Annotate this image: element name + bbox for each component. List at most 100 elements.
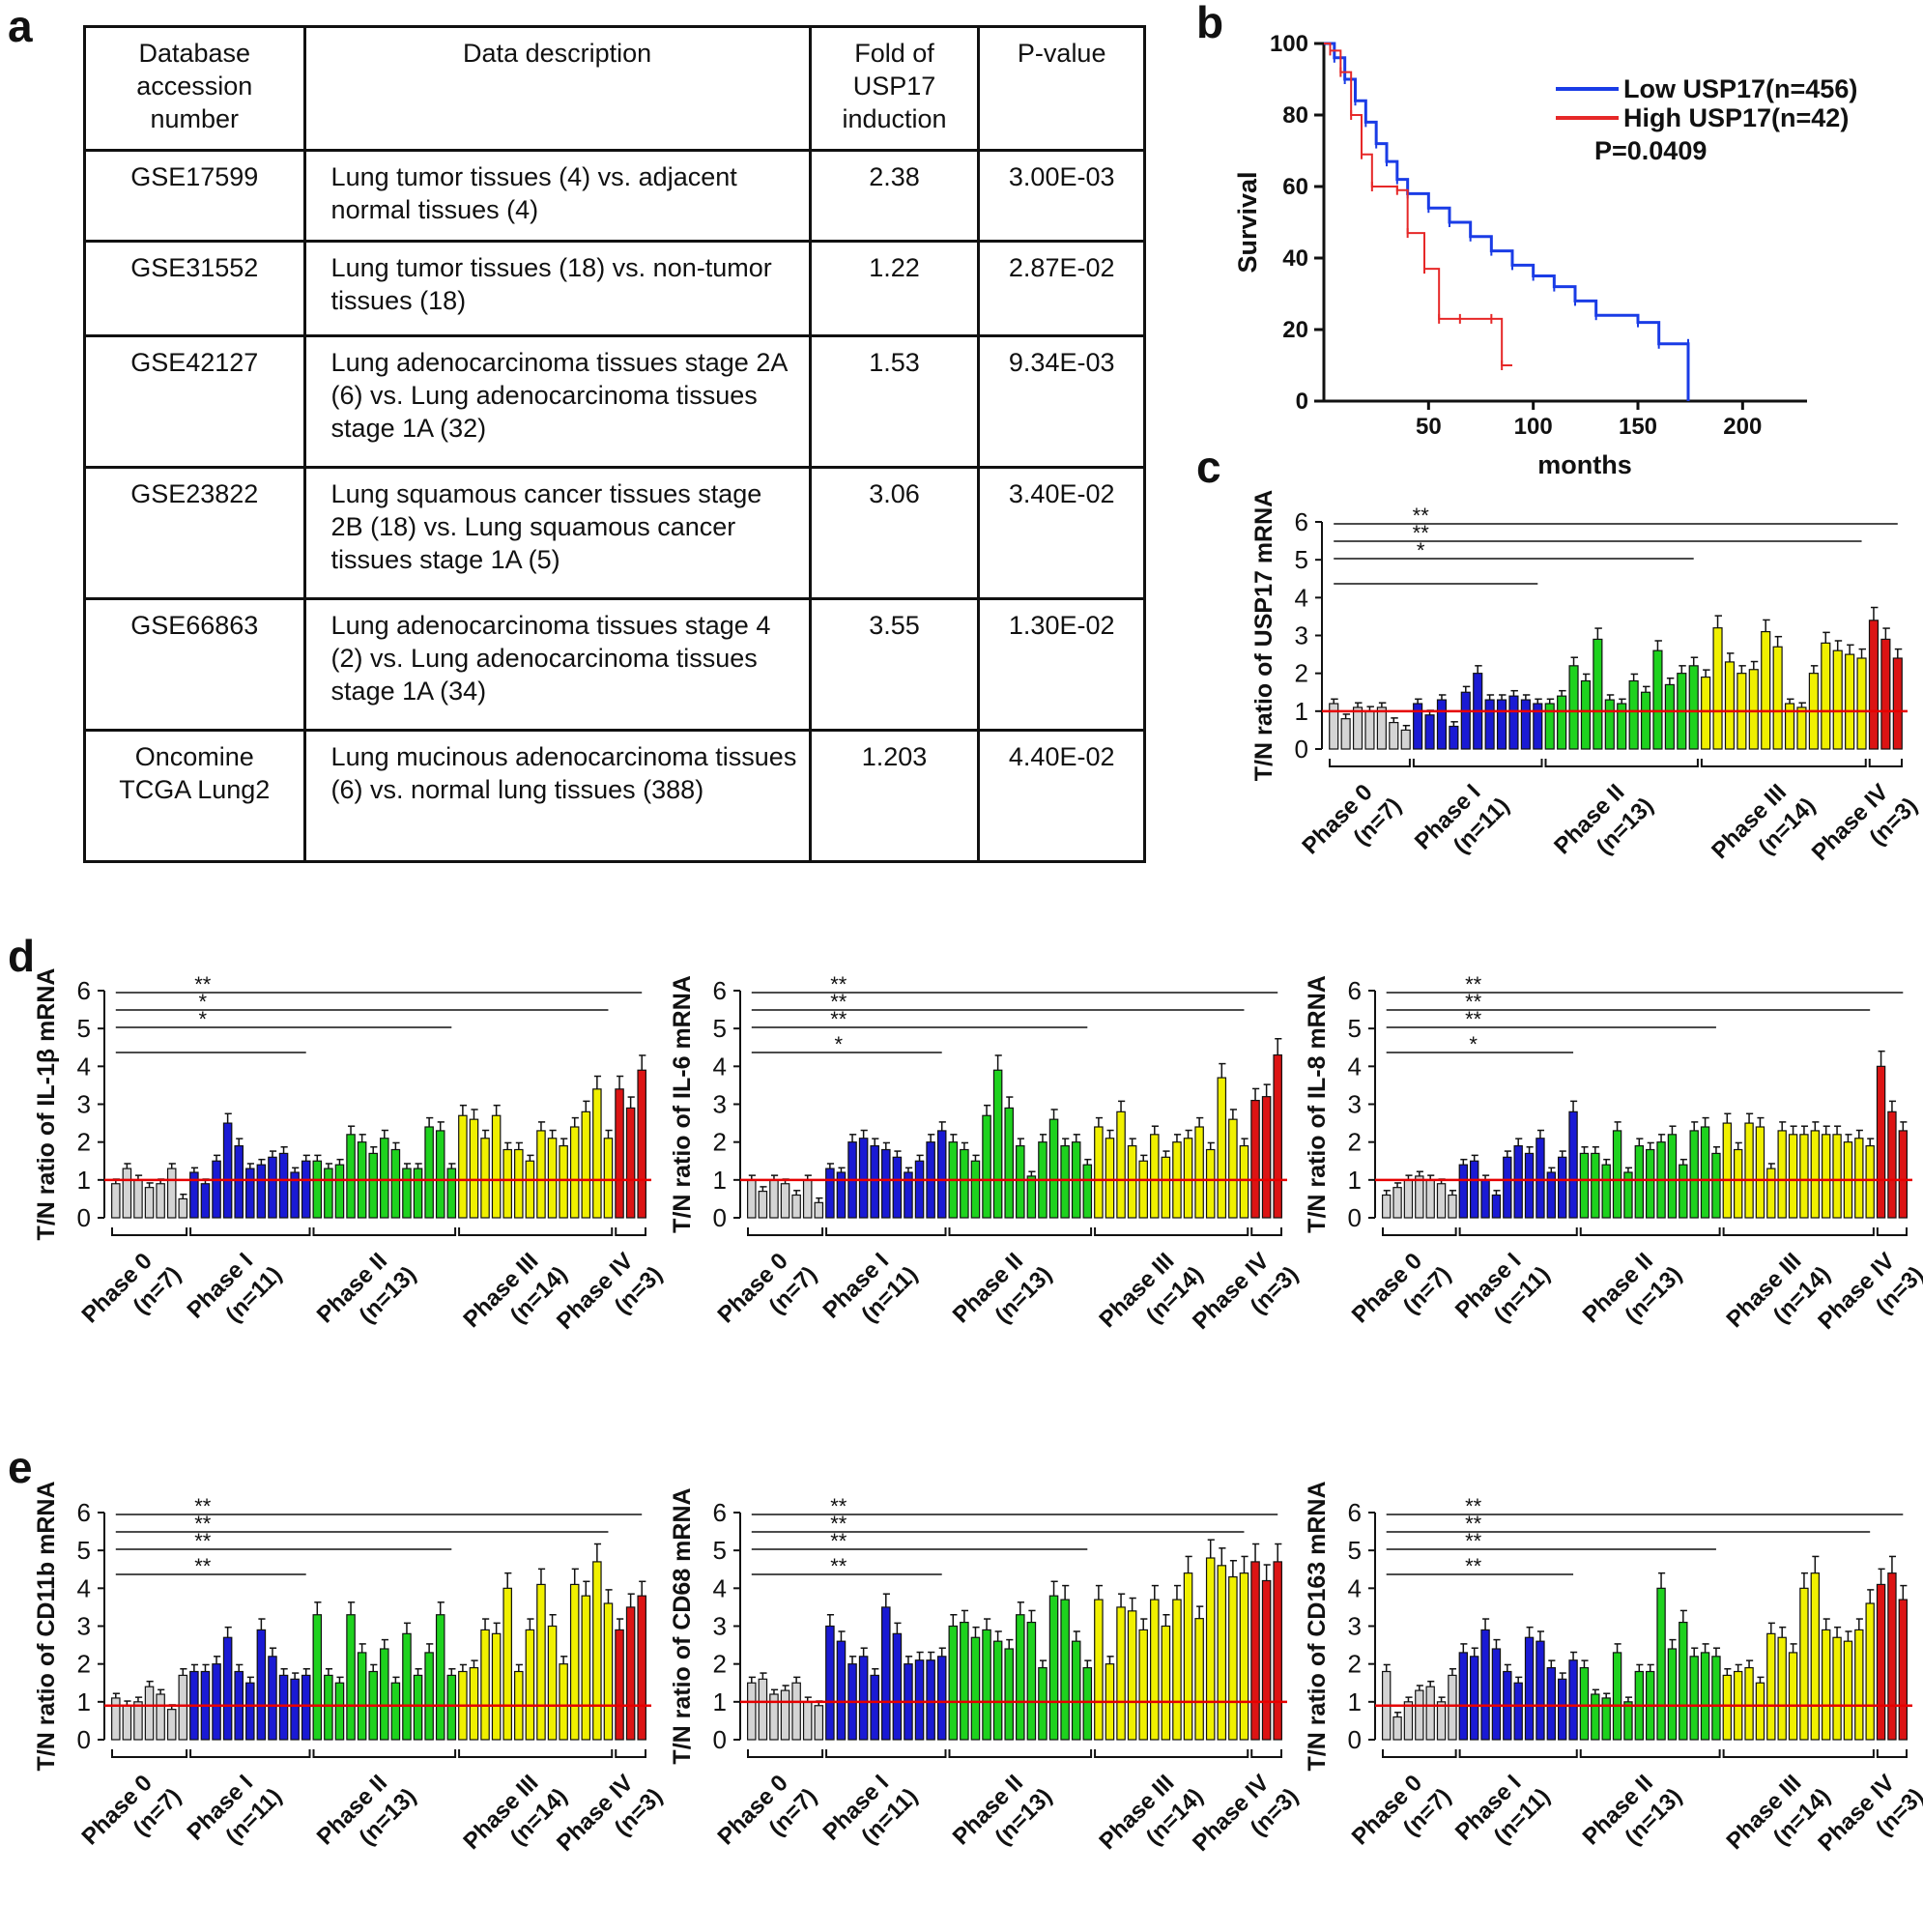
bar bbox=[222, 1636, 233, 1741]
y-tick-label: 5 bbox=[713, 1536, 727, 1565]
bar bbox=[1194, 1126, 1204, 1219]
pvalue-cell: 1.30E-02 bbox=[977, 597, 1146, 732]
bar bbox=[1273, 1561, 1282, 1741]
bar bbox=[1612, 1130, 1622, 1219]
bar bbox=[1544, 703, 1555, 750]
bar bbox=[747, 1179, 757, 1219]
significance-marker: * bbox=[199, 1007, 208, 1031]
bar bbox=[1340, 718, 1351, 750]
x-tick-label: 50 bbox=[1416, 414, 1442, 440]
group-bracket bbox=[1382, 1227, 1457, 1236]
y-axis-title: T/N ratio of USP17 mRNA bbox=[1250, 490, 1277, 781]
bar bbox=[402, 1168, 412, 1219]
header-fold: Fold of USP17 induction bbox=[808, 25, 981, 152]
bar bbox=[1591, 1693, 1600, 1741]
y-axis-title: T/N ratio of CD68 mRNA bbox=[669, 1487, 696, 1764]
bar bbox=[1711, 1152, 1721, 1219]
bar bbox=[758, 1190, 768, 1219]
y-tick-label: 20 bbox=[1282, 317, 1308, 343]
bar bbox=[1810, 1130, 1821, 1219]
bar bbox=[1557, 695, 1567, 750]
bar bbox=[1761, 630, 1771, 750]
group-bracket bbox=[1544, 759, 1699, 767]
bar bbox=[1138, 1160, 1148, 1219]
bar bbox=[212, 1663, 221, 1741]
y-axis-title: T/N ratio of IL-6 mRNA bbox=[669, 975, 696, 1233]
bar bbox=[324, 1674, 333, 1741]
bar bbox=[1183, 1138, 1193, 1219]
bar bbox=[1645, 1148, 1655, 1219]
bar bbox=[166, 1168, 177, 1219]
table-row: GSE31552 Lung tumor tissues (18) vs. non… bbox=[83, 240, 1146, 337]
group-bracket bbox=[1722, 1227, 1875, 1236]
significance-marker: ** bbox=[830, 1007, 847, 1031]
bar bbox=[1892, 657, 1903, 750]
y-tick-label: 1 bbox=[1295, 697, 1308, 726]
description-cell: Lung mucinous adenocarcinoma tissues (6)… bbox=[302, 729, 812, 863]
group-bracket bbox=[1382, 1749, 1457, 1758]
y-tick-label: 0 bbox=[1348, 1203, 1362, 1232]
y-tick-label: 6 bbox=[1295, 507, 1308, 536]
y-tick-label: 6 bbox=[77, 1498, 91, 1527]
bar bbox=[1205, 1148, 1216, 1219]
group-bracket bbox=[189, 1227, 311, 1236]
bar bbox=[324, 1168, 333, 1219]
group-bracket bbox=[825, 1227, 947, 1236]
bar bbox=[1810, 1572, 1821, 1741]
bar bbox=[1579, 1666, 1590, 1741]
group-bracket bbox=[615, 1227, 646, 1236]
bar bbox=[1845, 653, 1855, 750]
bar bbox=[1748, 669, 1759, 750]
significance-marker: ** bbox=[1465, 1007, 1482, 1031]
dataset-table: Database accession number Data descripti… bbox=[83, 25, 1146, 863]
bar bbox=[245, 1682, 255, 1741]
group-bracket bbox=[1876, 1749, 1908, 1758]
pvalue-cell: 4.40E-02 bbox=[977, 729, 1146, 863]
x-tick-label: 100 bbox=[1514, 414, 1553, 440]
bar bbox=[1273, 1053, 1282, 1219]
significance-marker: * bbox=[199, 990, 208, 1014]
bar bbox=[1469, 1160, 1479, 1219]
x-tick-label: 200 bbox=[1723, 414, 1762, 440]
bar bbox=[1480, 1179, 1490, 1219]
bar bbox=[769, 1693, 779, 1741]
bar bbox=[1082, 1164, 1093, 1219]
bar bbox=[1536, 1640, 1545, 1741]
bar bbox=[390, 1682, 401, 1741]
bar bbox=[514, 1148, 524, 1219]
bar bbox=[1799, 1587, 1809, 1741]
y-axis-title: T/N ratio of CD11b mRNA bbox=[33, 1481, 60, 1771]
bar bbox=[1854, 1138, 1864, 1219]
fold-cell: 3.55 bbox=[808, 597, 981, 732]
bar bbox=[200, 1183, 211, 1219]
y-tick-label: 4 bbox=[1348, 1573, 1362, 1602]
bar bbox=[1352, 706, 1363, 750]
table-row: GSE17599 Lung tumor tissues (4) vs. adja… bbox=[83, 149, 1146, 243]
bar bbox=[424, 1126, 434, 1219]
significance-marker: * bbox=[835, 1032, 844, 1056]
panel-label-b: b bbox=[1196, 0, 1224, 47]
bar bbox=[301, 1674, 311, 1741]
bar bbox=[1821, 1134, 1831, 1219]
table-row: GSE23822 Lung squamous cancer tissues st… bbox=[83, 466, 1146, 600]
bar bbox=[547, 1625, 558, 1741]
bar bbox=[413, 1674, 423, 1741]
bar bbox=[1400, 729, 1411, 750]
bar bbox=[1228, 1118, 1238, 1219]
bar bbox=[870, 1674, 879, 1741]
table-row: GSE42127 Lung adenocarcinoma tissues sta… bbox=[83, 334, 1146, 469]
bar bbox=[814, 1705, 824, 1741]
bar bbox=[234, 1144, 244, 1219]
bar bbox=[1712, 627, 1723, 750]
bar bbox=[133, 1179, 143, 1219]
bar bbox=[312, 1160, 323, 1219]
y-tick-label: 0 bbox=[1296, 389, 1308, 415]
pvalue-cell: 9.34E-03 bbox=[977, 334, 1146, 469]
table-row: GSE66863 Lung adenocarcinoma tissues sta… bbox=[83, 597, 1146, 732]
significance-marker: ** bbox=[830, 990, 847, 1014]
bar bbox=[133, 1701, 143, 1741]
bar bbox=[380, 1138, 389, 1219]
